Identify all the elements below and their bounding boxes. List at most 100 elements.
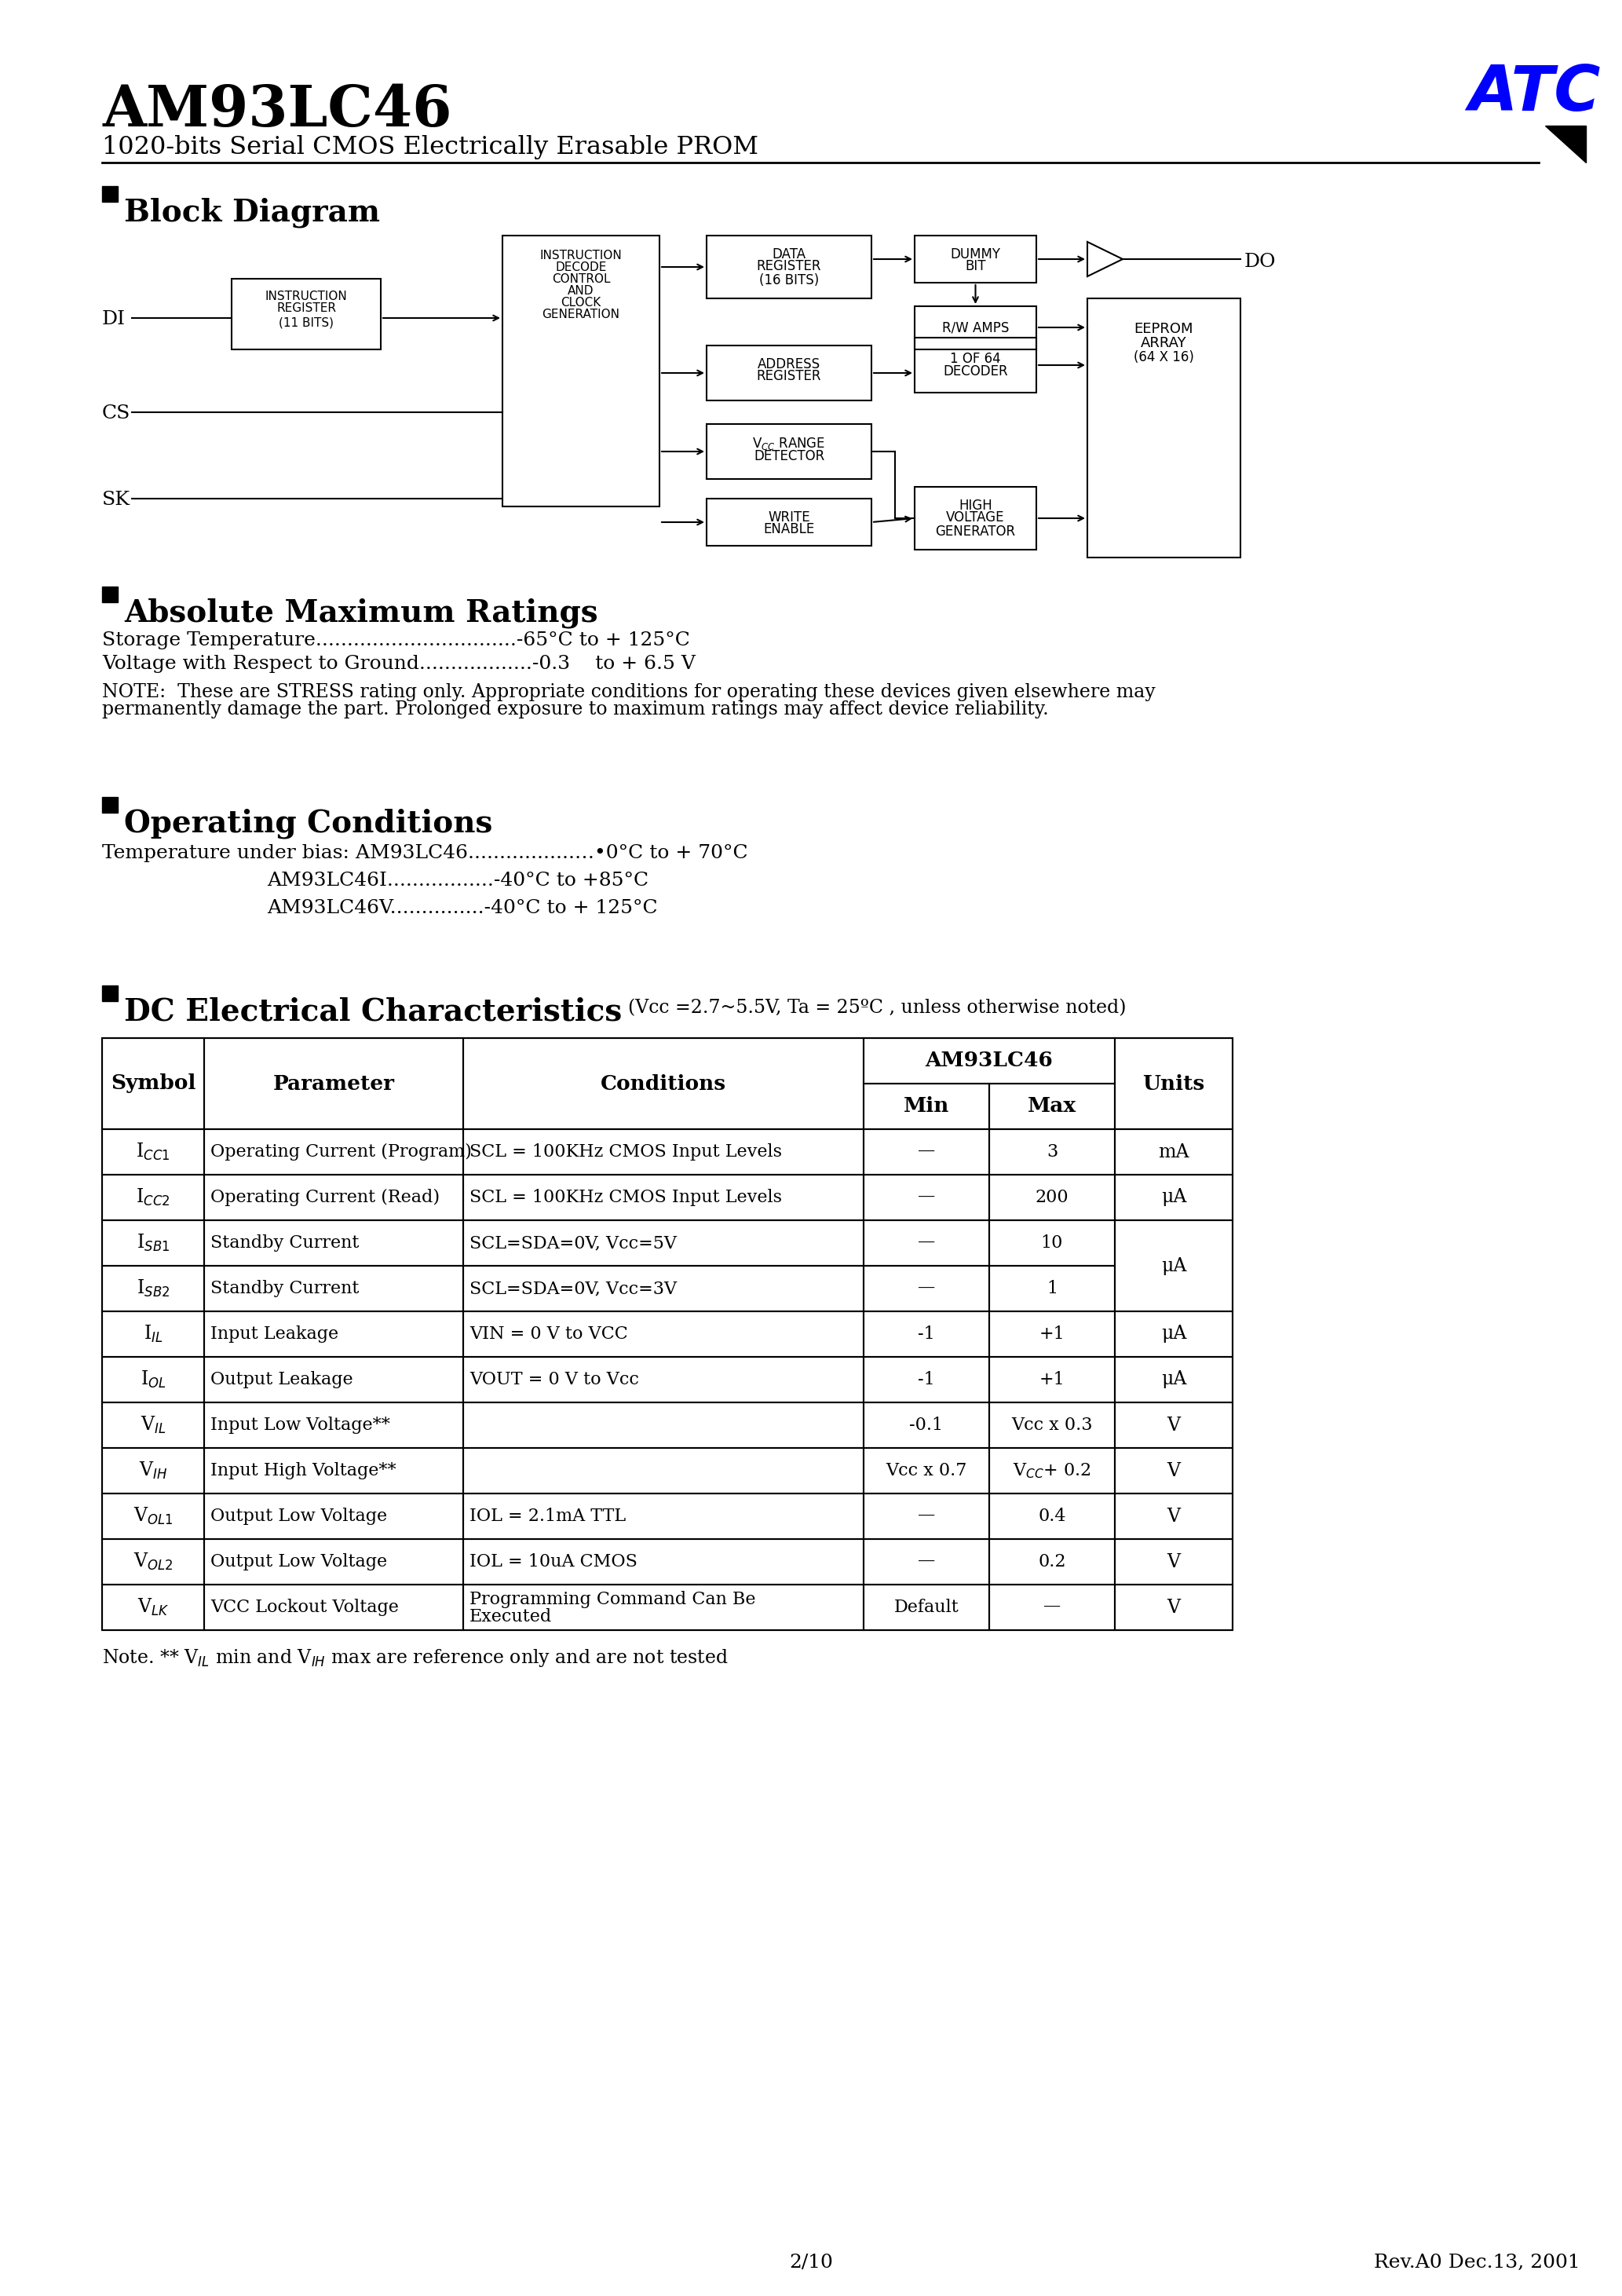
- Bar: [863, 1403, 989, 1449]
- Bar: [102, 1265, 204, 1311]
- Text: ARRAY: ARRAY: [1140, 335, 1187, 351]
- Text: AND: AND: [568, 285, 594, 296]
- Text: VIN = 0 V to VCC: VIN = 0 V to VCC: [469, 1325, 628, 1343]
- Text: Standby Current: Standby Current: [211, 1235, 358, 1251]
- Text: Min: Min: [903, 1097, 949, 1116]
- Text: -0.1: -0.1: [910, 1417, 944, 1433]
- Text: —: —: [918, 1508, 936, 1525]
- Bar: [464, 1265, 863, 1311]
- Text: AM93LC46I.................-40°C to +85°C: AM93LC46I.................-40°C to +85°C: [268, 872, 649, 889]
- Bar: [102, 1403, 204, 1449]
- Bar: [707, 236, 871, 298]
- Bar: [1114, 1449, 1233, 1492]
- Text: I$_{SB2}$: I$_{SB2}$: [136, 1279, 170, 1300]
- Bar: [102, 1038, 1233, 1630]
- Text: DC Electrical Characteristics: DC Electrical Characteristics: [123, 996, 621, 1026]
- Text: Voltage with Respect to Ground..................-0.3    to + 6.5 V: Voltage with Respect to Ground..........…: [102, 654, 696, 673]
- Bar: [989, 1219, 1114, 1265]
- Bar: [1114, 1357, 1233, 1403]
- Text: Output Leakage: Output Leakage: [211, 1371, 354, 1389]
- Bar: [102, 1130, 204, 1176]
- Bar: [464, 1219, 863, 1265]
- Bar: [989, 1449, 1114, 1492]
- Text: I$_{IL}$: I$_{IL}$: [143, 1325, 162, 1345]
- Text: V: V: [1168, 1552, 1181, 1570]
- Bar: [464, 1449, 863, 1492]
- Text: IOL = 2.1mA TTL: IOL = 2.1mA TTL: [469, 1508, 626, 1525]
- Text: 2/10: 2/10: [788, 2255, 834, 2271]
- Text: -1: -1: [918, 1371, 934, 1389]
- Bar: [863, 1538, 989, 1584]
- Text: Block Diagram: Block Diagram: [123, 197, 380, 227]
- Text: V$_{IL}$: V$_{IL}$: [139, 1414, 165, 1435]
- Text: V: V: [1168, 1417, 1181, 1435]
- Bar: [1114, 1219, 1233, 1311]
- Text: Operating Current (Program): Operating Current (Program): [211, 1143, 472, 1159]
- Bar: [989, 1176, 1114, 1219]
- Text: DUMMY: DUMMY: [950, 248, 1001, 262]
- Bar: [503, 236, 660, 507]
- Text: Vcc x 0.7: Vcc x 0.7: [886, 1463, 967, 1479]
- Bar: [707, 498, 871, 546]
- Bar: [204, 1265, 464, 1311]
- Bar: [989, 1130, 1114, 1176]
- Bar: [989, 1084, 1114, 1130]
- Text: GENERATOR: GENERATOR: [936, 523, 1015, 540]
- Text: I$_{CC2}$: I$_{CC2}$: [136, 1187, 170, 1208]
- Text: Temperature under bias: AM93LC46.................…•0°C to + 70°C: Temperature under bias: AM93LC46........…: [102, 845, 748, 863]
- Polygon shape: [1546, 126, 1586, 163]
- Text: Rev.A0 Dec.13, 2001: Rev.A0 Dec.13, 2001: [1374, 2255, 1580, 2271]
- Bar: [1114, 1311, 1233, 1357]
- Bar: [863, 1038, 1114, 1084]
- Text: Max: Max: [1028, 1097, 1077, 1116]
- Bar: [204, 1449, 464, 1492]
- Bar: [863, 1357, 989, 1403]
- Text: V$_{OL1}$: V$_{OL1}$: [133, 1506, 174, 1527]
- Text: DECODER: DECODER: [942, 365, 1007, 379]
- Bar: [102, 985, 118, 1001]
- Bar: [915, 236, 1036, 282]
- Text: DO: DO: [1244, 253, 1277, 271]
- Bar: [102, 1357, 204, 1403]
- Bar: [102, 797, 118, 813]
- Text: Operating Conditions: Operating Conditions: [123, 808, 493, 838]
- Bar: [102, 1449, 204, 1492]
- Bar: [1114, 1492, 1233, 1538]
- Text: +1: +1: [1040, 1325, 1066, 1343]
- Text: AM93LC46V...............-40°C to + 125°C: AM93LC46V...............-40°C to + 125°C: [268, 900, 657, 916]
- Text: V: V: [1168, 1598, 1181, 1616]
- Text: SCL = 100KHz CMOS Input Levels: SCL = 100KHz CMOS Input Levels: [469, 1143, 782, 1159]
- Bar: [989, 1357, 1114, 1403]
- Bar: [204, 1357, 464, 1403]
- Bar: [464, 1357, 863, 1403]
- Text: REGISTER: REGISTER: [756, 370, 821, 383]
- Text: 0.2: 0.2: [1038, 1552, 1066, 1570]
- Bar: [989, 1584, 1114, 1630]
- Bar: [989, 1492, 1114, 1538]
- Text: μA: μA: [1161, 1256, 1186, 1274]
- Bar: [989, 1265, 1114, 1311]
- Text: —: —: [918, 1143, 936, 1159]
- Text: —: —: [918, 1552, 936, 1570]
- Bar: [204, 1311, 464, 1357]
- Bar: [204, 1403, 464, 1449]
- Text: Vcc x 0.3: Vcc x 0.3: [1012, 1417, 1093, 1433]
- Bar: [102, 1176, 204, 1219]
- Bar: [1114, 1538, 1233, 1584]
- Text: V$_{LK}$: V$_{LK}$: [138, 1598, 169, 1619]
- Bar: [464, 1538, 863, 1584]
- Text: V$_{OL2}$: V$_{OL2}$: [133, 1552, 174, 1573]
- Text: -1: -1: [918, 1325, 934, 1343]
- Bar: [204, 1038, 464, 1130]
- Bar: [464, 1176, 863, 1219]
- Bar: [464, 1584, 863, 1630]
- Text: SCL=SDA=0V, Vcc=5V: SCL=SDA=0V, Vcc=5V: [469, 1235, 676, 1251]
- Bar: [204, 1219, 464, 1265]
- Text: Symbol: Symbol: [110, 1075, 196, 1093]
- Bar: [204, 1584, 464, 1630]
- Text: (64 X 16): (64 X 16): [1134, 351, 1194, 365]
- Text: ADDRESS: ADDRESS: [757, 358, 821, 372]
- Bar: [464, 1311, 863, 1357]
- Bar: [1087, 298, 1241, 558]
- Bar: [102, 585, 118, 602]
